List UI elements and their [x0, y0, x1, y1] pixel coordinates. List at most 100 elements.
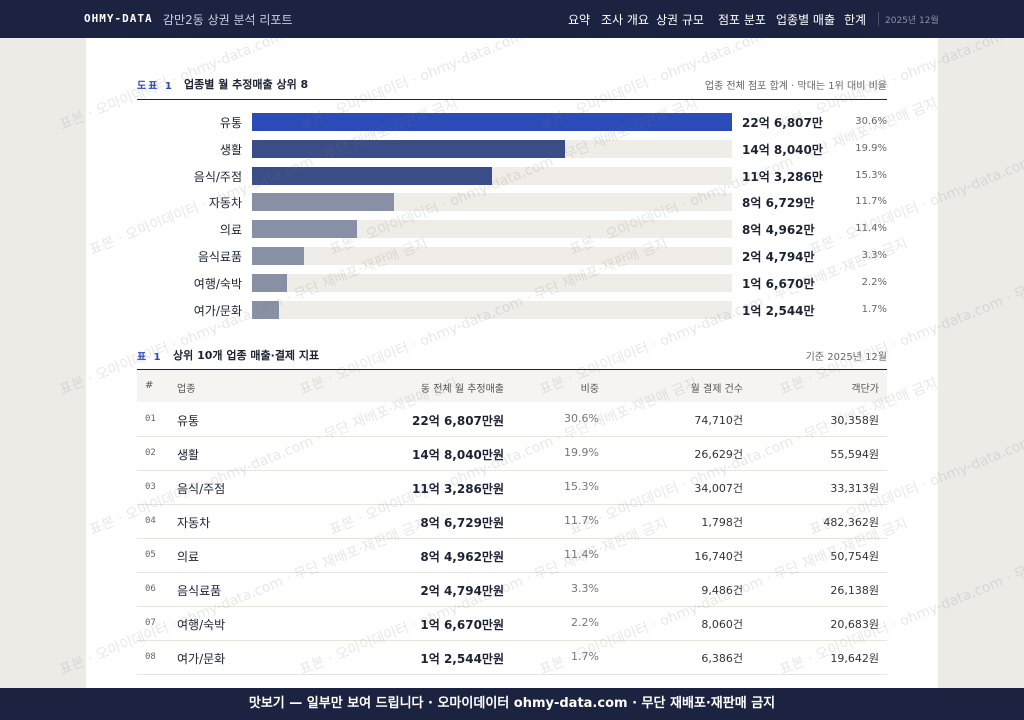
nav-link[interactable]: 업종별 매출 [776, 13, 836, 27]
table-cell: 07 [145, 618, 156, 628]
table-cell: 의료 [177, 550, 200, 564]
column-header: 업종 [177, 384, 196, 395]
column-header: 비중 [580, 384, 599, 395]
bar-share: 3.3% [861, 250, 887, 261]
nav-link[interactable]: 조사 개요 [601, 13, 649, 27]
bar-value: 14억 8,040만 [742, 142, 823, 157]
table-cell: 여가/문화 [177, 652, 226, 666]
table-cell: 유통 [177, 414, 200, 428]
table-cell: 8억 6,729만원 [420, 516, 504, 530]
row-divider [137, 436, 887, 437]
nav-date: 2025년 12월 [885, 16, 939, 26]
bar [252, 273, 288, 292]
brand: OHMY-DATA [84, 12, 153, 25]
figure-label: 도표 1 [137, 81, 174, 92]
bar-value: 8억 4,962만 [742, 223, 815, 238]
table-cell: 55,594원 [830, 448, 879, 461]
table-cell: 2억 4,794만원 [420, 584, 504, 598]
table-cell: 03 [145, 482, 156, 492]
table-cell: 19.9% [564, 446, 599, 459]
row-divider [137, 572, 887, 573]
bar-label: 음식료품 [197, 250, 242, 264]
bar-value: 1억 2,544만 [742, 303, 815, 318]
table-cell: 11.7% [564, 514, 599, 527]
table-note: 기준 2025년 12월 [805, 352, 887, 363]
table-cell: 22억 6,807만원 [412, 414, 504, 428]
report-subtitle: 감만2동 상권 분석 리포트 [163, 13, 293, 27]
table-cell: 74,710건 [694, 414, 743, 427]
row-divider [137, 538, 887, 539]
table-cell: 음식료품 [177, 584, 222, 598]
table-cell: 음식/주점 [177, 482, 226, 496]
table-cell: 19,642원 [830, 652, 879, 665]
bar-value: 11억 3,286만 [742, 169, 823, 184]
table-cell: 15.3% [564, 480, 599, 493]
table-cell: 1,798건 [701, 516, 743, 529]
bar [252, 193, 395, 212]
table-cell: 482,362원 [823, 516, 879, 529]
table-cell: 1억 2,544만원 [420, 652, 504, 666]
table-cell: 33,313원 [830, 482, 879, 495]
bar [252, 166, 492, 185]
column-header: # [145, 380, 154, 391]
table-cell: 34,007건 [694, 482, 743, 495]
table-cell: 11.4% [564, 548, 599, 561]
table-header-row [137, 370, 887, 402]
row-divider [137, 640, 887, 641]
rule [137, 99, 887, 100]
bar-track [252, 300, 732, 319]
nav-link[interactable]: 점포 분포 [718, 13, 766, 27]
table-cell: 02 [145, 448, 156, 458]
bar-track [252, 220, 732, 239]
table-cell: 11억 3,286만원 [412, 482, 504, 496]
bar-value: 1억 6,670만 [742, 276, 815, 291]
top-nav [0, 0, 1024, 38]
bar [252, 300, 279, 319]
column-header: 월 결제 건수 [690, 384, 743, 395]
bar-share: 1.7% [861, 303, 887, 315]
bar-track [252, 247, 732, 265]
table-cell: 01 [145, 414, 156, 424]
table-cell: 9,486건 [701, 584, 743, 597]
table-cell: 16,740건 [694, 550, 743, 563]
table-cell: 여행/숙박 [177, 618, 226, 632]
bar [252, 139, 566, 158]
table-cell: 05 [145, 550, 156, 560]
table-cell: 30.6% [564, 412, 599, 425]
bar-share: 19.9% [855, 142, 887, 154]
bar [252, 247, 305, 265]
bar-share: 15.3% [855, 169, 887, 181]
table-cell: 04 [145, 516, 156, 526]
bar-share: 11.4% [855, 223, 887, 235]
nav-link[interactable]: 요약 [568, 13, 591, 27]
table-cell: 생활 [177, 448, 200, 462]
table-cell: 08 [145, 652, 156, 662]
bar-value: 8억 6,729만 [742, 196, 815, 211]
table-cell: 50,754원 [830, 550, 879, 563]
bar-label: 의료 [219, 223, 242, 238]
figure-note: 업종 전체 점포 합계 · 막대는 1위 대비 비율 [704, 81, 887, 92]
figure-title: 업종별 월 추정매출 상위 8 [184, 78, 309, 91]
table-cell: 1.7% [571, 650, 599, 663]
bar-share: 11.7% [855, 196, 887, 208]
bar-share: 30.6% [855, 116, 887, 127]
bar-value: 22억 6,807만 [742, 116, 823, 130]
table-cell: 3.3% [571, 582, 599, 595]
bar-label: 음식/주점 [193, 169, 242, 184]
bar-value: 2억 4,794만 [742, 250, 815, 264]
row-divider [137, 606, 887, 607]
table-cell: 26,138원 [830, 584, 879, 597]
table-cell: 14억 8,040만원 [412, 448, 504, 462]
table-label: 표 1 [137, 352, 163, 363]
nav-link[interactable]: 상권 규모 [656, 13, 704, 27]
rule [137, 369, 887, 370]
nav-link[interactable]: 한계 [844, 13, 867, 27]
row-divider [137, 470, 887, 471]
nav-divider [878, 12, 879, 26]
table-cell: 자동차 [177, 516, 211, 530]
bar-label: 유통 [219, 116, 242, 130]
bar-track [252, 273, 732, 292]
bar [252, 113, 732, 131]
table-cell: 26,629건 [694, 448, 743, 461]
row-divider [137, 504, 887, 505]
